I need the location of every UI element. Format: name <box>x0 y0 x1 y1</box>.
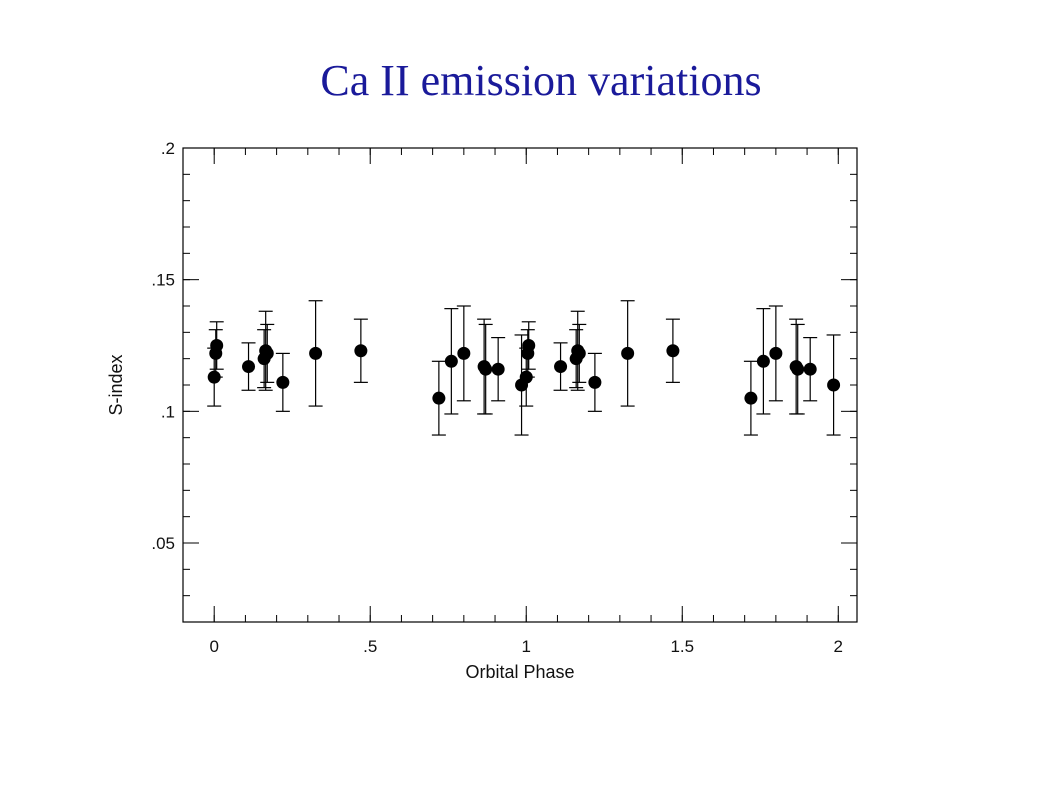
y-tick-label: .05 <box>151 534 175 553</box>
y-tick-label: .2 <box>161 139 175 158</box>
y-axis-label: S-index <box>106 354 126 415</box>
data-point <box>666 344 680 358</box>
data-point <box>491 362 505 376</box>
data-point <box>457 346 471 360</box>
data-point <box>769 346 783 360</box>
error-bars <box>207 300 841 436</box>
page-title: Ca II emission variations <box>320 56 762 105</box>
data-point <box>207 370 221 384</box>
data-point <box>432 391 446 405</box>
data-point <box>572 346 586 360</box>
data-point <box>827 378 841 392</box>
y-tick-label: .1 <box>161 402 175 421</box>
x-tick-label: 1.5 <box>670 637 694 656</box>
data-point <box>588 375 602 389</box>
data-point <box>479 362 493 376</box>
data-point <box>756 354 770 368</box>
data-point <box>791 362 805 376</box>
data-point <box>309 346 323 360</box>
data-point <box>554 360 568 374</box>
data-point <box>444 354 458 368</box>
data-point <box>242 360 256 374</box>
data-point <box>803 362 817 376</box>
major-ticks <box>183 147 857 622</box>
x-tick-label: .5 <box>363 637 377 656</box>
data-point <box>621 346 635 360</box>
x-tick-label: 1 <box>522 637 531 656</box>
data-points <box>207 339 841 405</box>
x-tick-label: 2 <box>834 637 843 656</box>
tick-labels: 0 .5 1 1.5 2 .05 .1 .15 .2 <box>151 139 843 656</box>
data-point <box>519 370 533 384</box>
data-point <box>276 375 290 389</box>
data-point <box>210 339 224 352</box>
x-axis-label: Orbital Phase <box>465 662 574 682</box>
data-point <box>354 344 368 358</box>
data-point <box>744 391 758 405</box>
data-point <box>522 339 536 352</box>
data-point <box>260 346 274 360</box>
x-tick-label: 0 <box>209 637 218 656</box>
y-tick-label: .15 <box>151 271 175 290</box>
